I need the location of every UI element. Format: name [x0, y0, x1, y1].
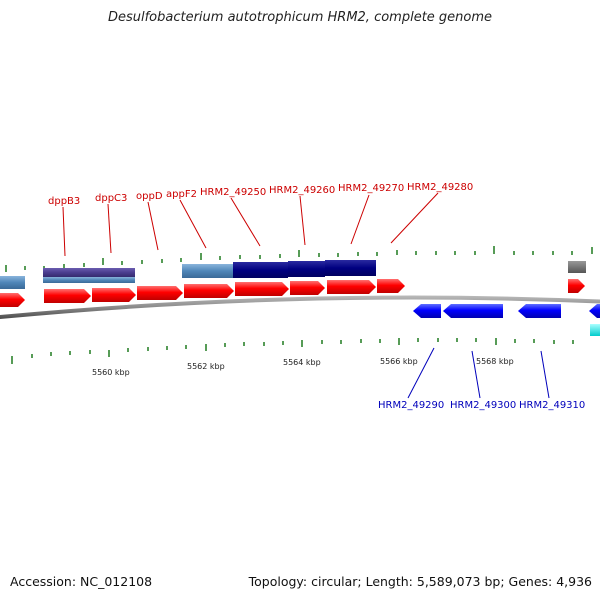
cds-block: [43, 268, 91, 277]
reverse-genes: [413, 304, 600, 318]
cds-block: [91, 268, 135, 277]
reverse-gene-arrow: [518, 304, 561, 318]
forward-gene-arrow: [327, 280, 376, 294]
gene-label: oppD: [136, 191, 163, 202]
gene-label: HRM2_49290: [378, 400, 444, 411]
forward-gene-labels: dppB3 dppC3 oppD appF2 HRM2_49250 HRM2_4…: [48, 182, 473, 207]
forward-gene-arrow: [0, 293, 25, 307]
gene-label: HRM2_49310: [519, 400, 585, 411]
cds-block: [0, 276, 25, 289]
outer-ticks: [5, 246, 593, 272]
cds-blocks: [0, 260, 586, 289]
gene-label: HRM2_49270: [338, 183, 404, 194]
accession-text: Accession: NC_012108: [10, 574, 153, 589]
gene-label: HRM2_49300: [450, 400, 516, 411]
map-title: Desulfobacterium autotrophicum HRM2, com…: [107, 10, 493, 25]
genome-summary: Topology: circular; Length: 5,589,073 bp…: [248, 574, 592, 589]
scale-label: 5562 kbp: [187, 362, 225, 371]
cds-block: [590, 324, 600, 336]
scale-label: 5564 kbp: [283, 358, 321, 367]
gene-label: dppB3: [48, 196, 80, 207]
cds-block: [325, 260, 376, 276]
gene-label: HRM2_49280: [407, 182, 473, 193]
cds-block: [91, 277, 135, 283]
reverse-gene-arrow: [443, 304, 503, 318]
forward-gene-arrow: [92, 288, 136, 302]
reverse-gene-arrow: [413, 304, 441, 318]
cds-block: [233, 262, 288, 278]
label-leaders: [62, 192, 550, 399]
forward-genes: [0, 279, 585, 307]
forward-gene-arrow: [568, 279, 585, 293]
gene-label: dppC3: [95, 193, 127, 204]
reverse-gene-arrow: [589, 304, 600, 318]
scale-label: 5560 kbp: [92, 368, 130, 377]
reverse-gene-labels: HRM2_49290 HRM2_49300 HRM2_49310: [378, 400, 585, 411]
forward-gene-arrow: [235, 282, 289, 296]
gene-label: HRM2_49250: [200, 187, 266, 198]
scale-labels: 5560 kbp 5562 kbp 5564 kbp 5566 kbp 5568…: [92, 357, 514, 377]
cds-block: [288, 261, 325, 277]
forward-gene-arrow: [290, 281, 325, 295]
forward-gene-arrow: [377, 279, 405, 293]
gene-label: appF2: [166, 189, 197, 200]
forward-gene-arrow: [44, 289, 91, 303]
inner-ticks: [11, 338, 574, 364]
forward-gene-arrow: [137, 286, 183, 300]
scale-label: 5566 kbp: [380, 357, 418, 366]
genome-backbone: [0, 295, 600, 320]
cds-block: [43, 277, 91, 283]
cds-block: [182, 264, 233, 278]
cds-block: [568, 261, 586, 273]
gene-label: HRM2_49260: [269, 185, 335, 196]
forward-gene-arrow: [184, 284, 234, 298]
scale-label: 5568 kbp: [476, 357, 514, 366]
